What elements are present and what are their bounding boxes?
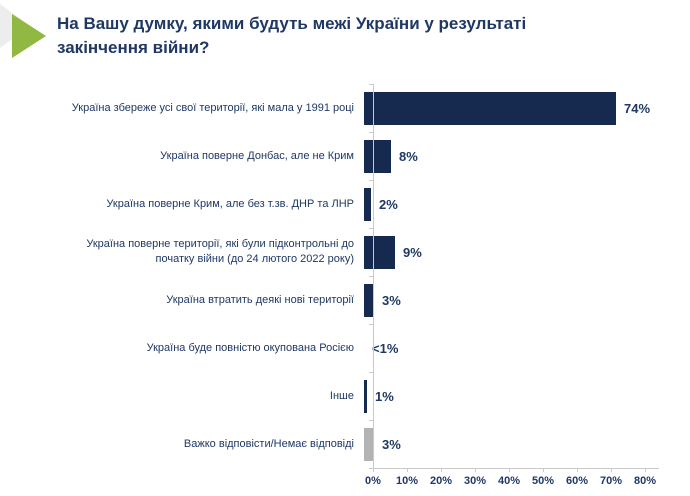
value-label: 8% bbox=[399, 148, 418, 164]
value-axis-tick bbox=[645, 468, 646, 472]
category-label: Україна поверне Крим, але без т.зв. ДНР … bbox=[106, 197, 354, 210]
category-axis-tick bbox=[369, 468, 373, 469]
category-axis-line bbox=[373, 84, 374, 468]
category-axis-tick bbox=[369, 84, 373, 85]
category-label: Україна буде повністю окупована Росією bbox=[146, 341, 354, 354]
category-axis-tick bbox=[369, 180, 373, 181]
bar bbox=[364, 139, 391, 173]
value-label: 9% bbox=[403, 244, 422, 260]
chart-row: Україна втратить деякі нові території 3% bbox=[0, 276, 690, 324]
chart-row: Україна поверне Донбас, але не Крим 8% bbox=[0, 132, 690, 180]
value-axis-tick-label: 10% bbox=[395, 475, 419, 487]
value-axis-tick bbox=[543, 468, 544, 472]
value-axis-tick bbox=[373, 468, 374, 472]
chart-row: Україна поверне території, які були підк… bbox=[0, 228, 690, 276]
value-axis-tick-label: 20% bbox=[429, 475, 453, 487]
value-axis-tick bbox=[577, 468, 578, 472]
slide-bullet-marker bbox=[0, 4, 56, 70]
chart-rows: Україна збереже усі свої території, які … bbox=[0, 84, 690, 468]
category-label: Україна втратить деякі нові території bbox=[166, 293, 354, 306]
bar bbox=[364, 427, 374, 461]
value-label: 3% bbox=[382, 436, 401, 452]
category-label: Україна поверне Донбас, але не Крим bbox=[160, 149, 354, 162]
bar bbox=[364, 235, 395, 269]
chart-row: Україна поверне Крим, але без т.зв. ДНР … bbox=[0, 180, 690, 228]
bar bbox=[364, 283, 374, 317]
question-title: На Вашу думку, якими будуть межі України… bbox=[57, 14, 527, 57]
category-label: Україна збереже усі свої території, які … bbox=[71, 101, 354, 114]
chart-row: Важко відповісти/Немає відповіді 3% bbox=[0, 420, 690, 468]
value-axis-tick-label: 40% bbox=[497, 475, 521, 487]
category-label: Інше bbox=[329, 389, 354, 402]
value-axis-tick-label: 70% bbox=[599, 475, 623, 487]
value-label: 74% bbox=[624, 100, 651, 116]
category-label: Важко відповісти/Немає відповіді bbox=[183, 437, 354, 450]
value-label: <1% bbox=[372, 340, 399, 356]
value-axis-tick-label: 60% bbox=[565, 475, 589, 487]
value-axis-line bbox=[373, 468, 659, 469]
category-axis-tick bbox=[369, 228, 373, 229]
value-axis-tick bbox=[407, 468, 408, 472]
slide-header: На Вашу думку, якими будуть межі України… bbox=[0, 4, 640, 60]
category-axis-tick bbox=[369, 324, 373, 325]
category-axis-tick bbox=[369, 420, 373, 421]
arrow-icon bbox=[12, 14, 46, 58]
bar-chart: Україна збереже усі свої території, які … bbox=[0, 84, 690, 496]
value-axis-tick-label: 0% bbox=[365, 475, 381, 487]
value-axis-tick-label: 50% bbox=[531, 475, 555, 487]
value-label: 3% bbox=[382, 292, 401, 308]
value-axis-tick bbox=[441, 468, 442, 472]
value-axis-tick bbox=[509, 468, 510, 472]
category-axis-tick bbox=[369, 132, 373, 133]
value-axis-tick-label: 30% bbox=[463, 475, 487, 487]
chart-row: Україна буде повністю окупована Росією <1… bbox=[0, 324, 690, 372]
bar bbox=[364, 187, 371, 221]
value-axis-tick bbox=[611, 468, 612, 472]
chart-row: Інше 1% bbox=[0, 372, 690, 420]
value-label: 1% bbox=[375, 388, 394, 404]
value-axis-tick-label: 80% bbox=[633, 475, 657, 487]
value-axis-tick bbox=[475, 468, 476, 472]
bar bbox=[364, 91, 616, 125]
category-axis-tick bbox=[369, 372, 373, 373]
value-label: 2% bbox=[379, 196, 398, 212]
chart-row: Україна збереже усі свої території, які … bbox=[0, 84, 690, 132]
bar bbox=[364, 379, 367, 413]
category-axis-tick bbox=[369, 276, 373, 277]
category-label: Україна поверне території, які були підк… bbox=[86, 238, 354, 265]
